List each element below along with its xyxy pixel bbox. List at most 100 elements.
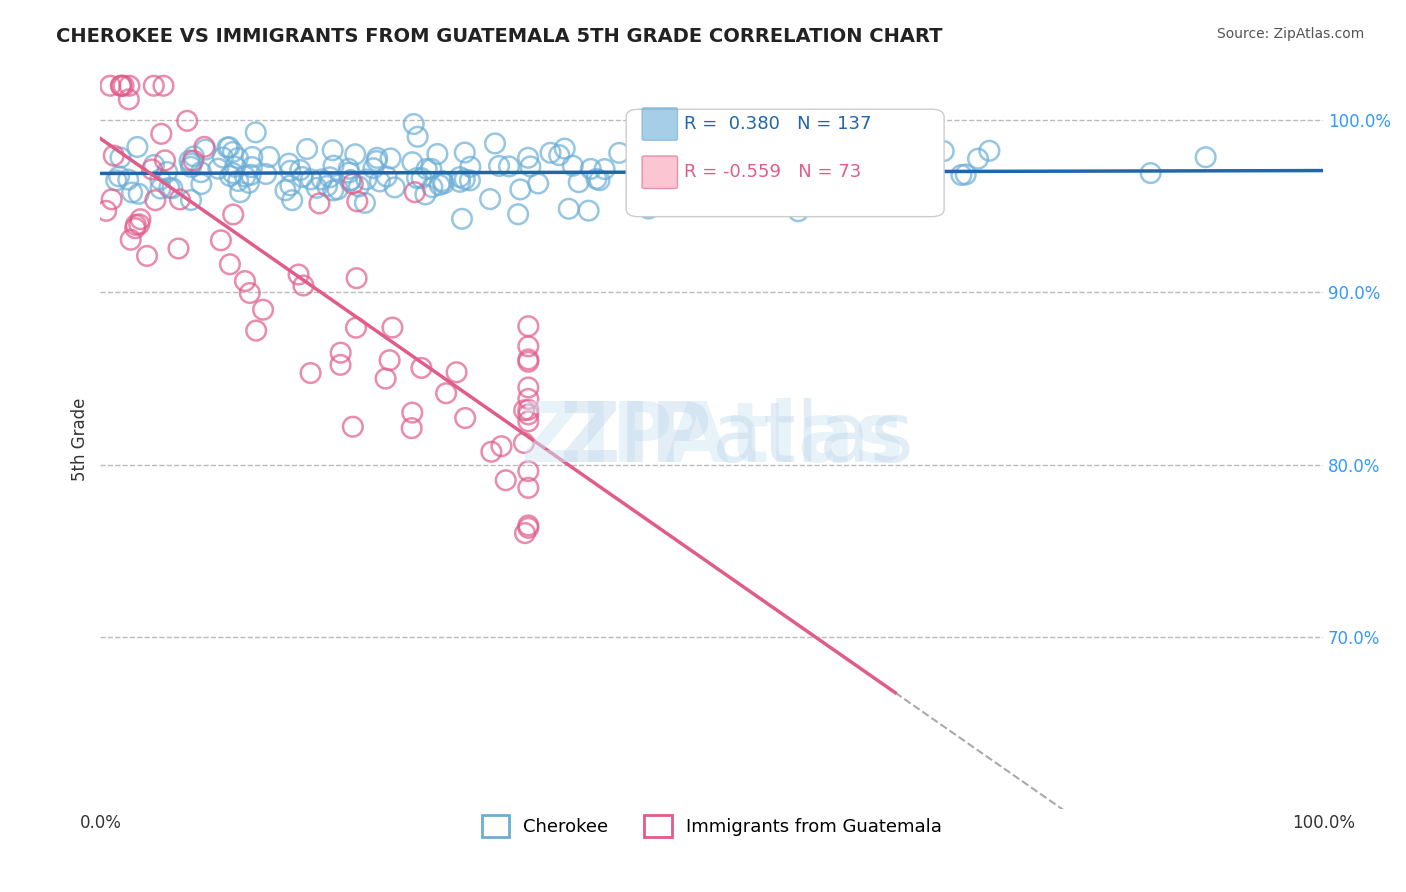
Point [142, 78, 165, 93]
Point [224, 160, 246, 174]
Point [281, 193, 304, 207]
Point [506, 207, 529, 221]
Point [434, 386, 457, 401]
Point [143, 193, 166, 207]
Point [105, 173, 128, 187]
Point [180, 193, 202, 207]
Point [401, 155, 423, 169]
Point [118, 78, 141, 93]
Point [415, 187, 437, 202]
Point [128, 186, 150, 201]
Point [219, 257, 242, 271]
Point [446, 365, 468, 379]
Point [454, 145, 477, 160]
Point [211, 151, 233, 165]
Y-axis label: 5th Grade: 5th Grade [72, 397, 89, 481]
Point [731, 178, 754, 192]
Point [233, 169, 256, 184]
Point [125, 218, 148, 232]
Point [852, 150, 875, 164]
Point [100, 192, 122, 206]
Point [554, 142, 576, 156]
Point [513, 436, 536, 450]
Point [278, 163, 301, 178]
Point [426, 147, 449, 161]
Point [406, 129, 429, 144]
Point [169, 193, 191, 207]
Point [375, 169, 398, 184]
Legend: Cherokee, Immigrants from Guatemala: Cherokee, Immigrants from Guatemala [474, 808, 949, 845]
Point [517, 408, 540, 422]
Point [495, 473, 517, 487]
Point [404, 185, 426, 199]
Point [458, 160, 481, 174]
Point [406, 171, 429, 186]
Point [578, 203, 600, 218]
Point [112, 78, 135, 93]
Point [422, 180, 444, 194]
Point [128, 217, 150, 231]
Point [183, 153, 205, 168]
Point [498, 160, 520, 174]
Point [517, 481, 540, 495]
Point [707, 195, 730, 210]
Point [217, 140, 239, 154]
Point [110, 151, 132, 165]
Point [363, 161, 385, 176]
Point [433, 177, 456, 191]
Point [509, 182, 531, 196]
Point [342, 177, 364, 191]
Point [979, 144, 1001, 158]
Point [157, 181, 180, 195]
Point [593, 162, 616, 177]
Point [240, 150, 263, 164]
Point [110, 78, 132, 93]
Point [517, 414, 540, 428]
Point [118, 92, 141, 106]
Point [252, 302, 274, 317]
Point [484, 136, 506, 151]
Point [558, 202, 581, 216]
Point [162, 181, 184, 195]
Point [226, 151, 249, 165]
Point [513, 526, 536, 541]
Point [190, 177, 212, 191]
Point [513, 403, 536, 417]
Point [153, 153, 176, 168]
Point [295, 142, 318, 156]
Point [337, 165, 360, 179]
Point [239, 168, 262, 182]
Point [342, 419, 364, 434]
Point [245, 324, 267, 338]
Point [669, 162, 692, 177]
Point [517, 352, 540, 367]
Point [124, 221, 146, 235]
Point [451, 211, 474, 226]
Point [519, 160, 541, 174]
Point [637, 202, 659, 216]
Point [568, 175, 591, 189]
Point [226, 174, 249, 188]
Point [697, 136, 720, 150]
Point [308, 196, 330, 211]
Point [517, 392, 540, 406]
Point [517, 518, 540, 533]
Point [579, 161, 602, 176]
Point [517, 339, 540, 353]
Point [120, 233, 142, 247]
Point [787, 204, 810, 219]
Point [346, 194, 368, 209]
Text: CHEROKEE VS IMMIGRANTS FROM GUATEMALA 5TH GRADE CORRELATION CHART: CHEROKEE VS IMMIGRANTS FROM GUATEMALA 5T… [56, 27, 943, 45]
Point [339, 173, 361, 187]
Point [585, 172, 607, 186]
Text: atlas: atlas [711, 399, 914, 479]
Point [193, 140, 215, 154]
Point [299, 172, 322, 186]
Point [479, 444, 502, 458]
Point [527, 177, 550, 191]
Point [517, 521, 540, 535]
Point [299, 366, 322, 380]
Text: R =  0.380   N = 137: R = 0.380 N = 137 [683, 115, 872, 133]
Point [955, 168, 977, 182]
Point [380, 152, 402, 166]
